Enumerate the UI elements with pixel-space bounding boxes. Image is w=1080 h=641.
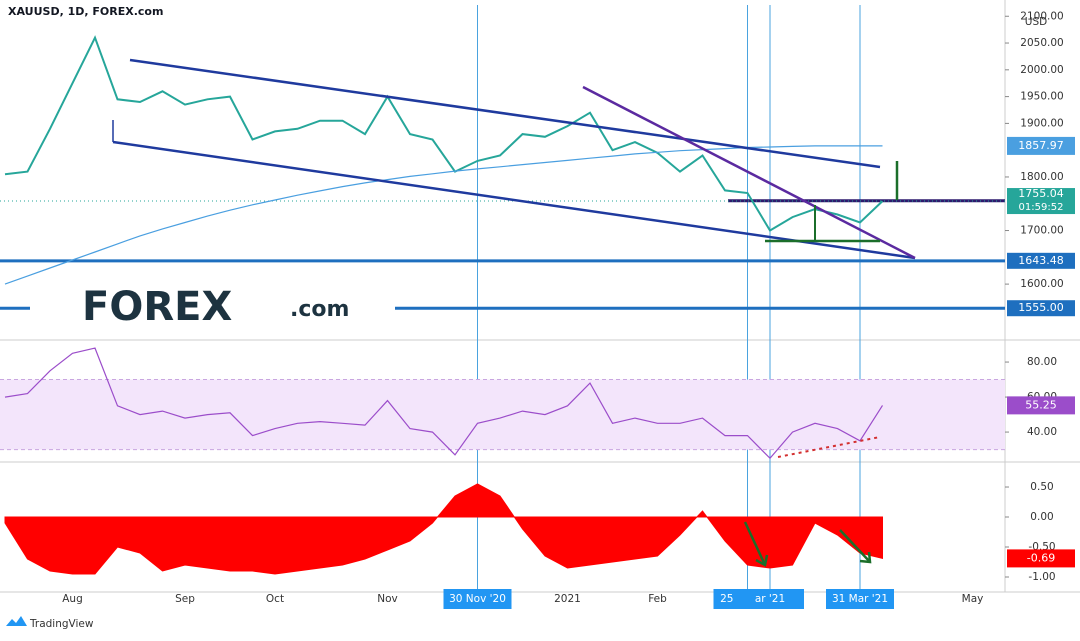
moving-average bbox=[4, 145, 883, 285]
x-tick-label: Sep bbox=[175, 593, 195, 605]
x-tick-label: Feb bbox=[648, 593, 667, 605]
x-tick-label: Nov bbox=[377, 593, 398, 605]
arrow-head bbox=[859, 551, 872, 564]
logo-brand: FOREX bbox=[82, 284, 232, 330]
value-tag-label: 1755.04 bbox=[1018, 187, 1064, 200]
value-tag bbox=[1007, 549, 1075, 568]
value-tag-label: 1555.00 bbox=[1018, 301, 1064, 314]
price-line bbox=[4, 35, 884, 232]
value-tag bbox=[1007, 396, 1075, 415]
y-tick-label: 1800.00 bbox=[1020, 171, 1063, 183]
value-tag-label: 1857.97 bbox=[1018, 139, 1064, 152]
y-tick-label: 0.00 bbox=[1030, 511, 1053, 523]
y-tick-label: 1900.00 bbox=[1020, 117, 1063, 129]
y-tick-label: 2100.00 bbox=[1020, 10, 1063, 22]
wedge-line bbox=[582, 85, 916, 260]
x-tick-label: May bbox=[962, 593, 984, 605]
y-tick-label: 1950.00 bbox=[1020, 91, 1063, 103]
value-tag-label: 55.25 bbox=[1025, 398, 1057, 411]
value-tag-label: -0.69 bbox=[1027, 551, 1055, 564]
x-tick-label: 31 Mar '21 bbox=[832, 593, 888, 605]
logo-suffix: .com bbox=[290, 297, 349, 322]
grid bbox=[0, 0, 1080, 593]
divergence-line bbox=[777, 436, 881, 458]
arrow bbox=[839, 529, 871, 563]
y-tick-label: 1700.00 bbox=[1020, 225, 1063, 237]
arrow-head bbox=[755, 554, 769, 567]
x-tick-label: Aug bbox=[62, 593, 83, 605]
footer: TradingView bbox=[29, 618, 94, 630]
date-label-bg bbox=[826, 589, 894, 609]
rsi-band bbox=[0, 379, 1005, 450]
chart-title: XAUUSD, 1D, FOREX.com bbox=[8, 5, 163, 18]
date-label-bg bbox=[443, 589, 512, 609]
tradingview-icon bbox=[6, 616, 27, 626]
value-tag-label: 1643.48 bbox=[1018, 254, 1064, 267]
value-tag bbox=[1007, 136, 1075, 155]
arrow bbox=[743, 521, 767, 566]
y-tick-label: 2000.00 bbox=[1020, 64, 1063, 76]
y-tick-label: 0.50 bbox=[1030, 481, 1053, 493]
countdown: 01:59:52 bbox=[1019, 202, 1064, 213]
x-tick-label: Oct bbox=[266, 593, 284, 605]
date-label-bg bbox=[736, 589, 804, 609]
x-tick-label: 2021 bbox=[554, 593, 581, 605]
logo-bg bbox=[30, 282, 395, 334]
y-tick-label: 2050.00 bbox=[1020, 37, 1063, 49]
rsi-line bbox=[4, 347, 884, 460]
drawings bbox=[112, 58, 916, 567]
y-tick-label: -1.00 bbox=[1028, 571, 1055, 583]
logo: FOREX .com bbox=[30, 282, 395, 334]
value-tag bbox=[1007, 188, 1075, 215]
x-tick-label: 30 Nov '20 bbox=[449, 593, 506, 605]
oscillator-area bbox=[4, 483, 883, 575]
channel-upper bbox=[129, 58, 881, 169]
y-tick-label: 80.00 bbox=[1027, 356, 1057, 368]
currency: USD bbox=[1025, 16, 1047, 28]
channel-lower bbox=[112, 140, 916, 260]
x-tick-label: ar '21 bbox=[755, 593, 785, 605]
y-tick-label: 1600.00 bbox=[1020, 278, 1063, 290]
y-tick-label: 40.00 bbox=[1027, 426, 1057, 438]
value-tag bbox=[1007, 252, 1075, 269]
value-tag bbox=[1007, 300, 1075, 317]
